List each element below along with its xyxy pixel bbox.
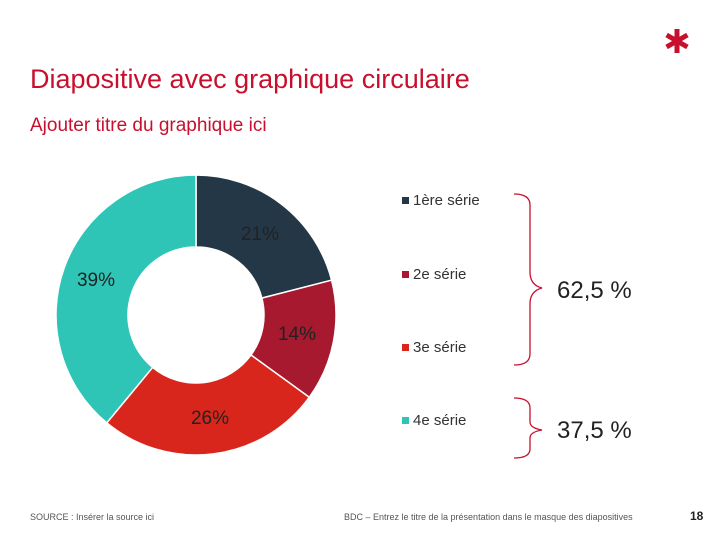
group-label-2: 37,5 % [557,417,632,444]
legend-swatch-2 [402,271,409,278]
donut-slices [55,174,337,456]
legend-swatch-4 [402,417,409,424]
slice-label-1: 21% [241,224,279,245]
page-number: 18 [690,509,704,523]
legend-label-1: 1ère série [413,192,480,209]
donut-slice-4 [55,174,197,424]
slice-label-3: 26% [191,408,229,429]
group-bracket-1 [513,193,543,366]
legend-groups: 62,5 % 37,5 % [513,193,632,459]
chart-legend: 1ère série 2e série 3e série 4e série [402,192,480,429]
legend-swatch-3 [402,344,409,351]
slide-title: Diapositive avec graphique circulaire [30,64,470,94]
legend-label-2: 2e série [413,266,466,283]
group-bracket-2 [513,397,543,459]
source-note: SOURCE : Insérer la source ici [30,512,155,522]
donut-slice-3 [105,353,311,456]
slice-label-2: 14% [278,324,316,345]
legend-label-3: 3e série [413,339,466,356]
donut-slice-1 [195,174,333,300]
chart-subtitle: Ajouter titre du graphique ici [30,115,267,136]
footer-text: BDC – Entrez le titre de la présentation… [344,512,633,522]
slice-labels: 21% 14% 26% 39% [77,224,316,429]
legend-swatch-1 [402,197,409,204]
slice-label-4: 39% [77,270,115,291]
asterisk-logo-icon [665,29,689,53]
legend-label-4: 4e série [413,412,466,429]
group-label-1: 62,5 % [557,277,632,304]
